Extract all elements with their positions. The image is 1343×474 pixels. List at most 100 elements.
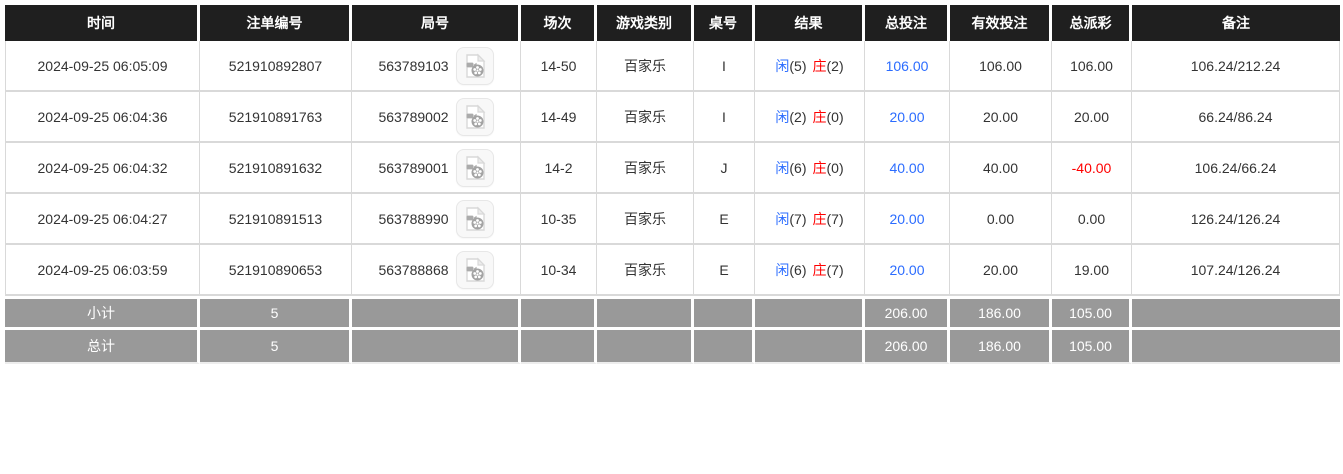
result-banker-count: (7) (826, 210, 844, 227)
total-bet-link[interactable]: 40.00 (889, 159, 925, 176)
cell-game-type: 百家乐 (597, 245, 694, 296)
cell-bet-id: 521910890653 (200, 245, 352, 296)
summary-row: 总计 5 206.00 186.00 105.00 (5, 330, 1340, 364)
round-number: 563789103 (378, 57, 449, 74)
summary-total-bet: 206.00 (865, 296, 950, 330)
cell-valid-bet: 20.00 (950, 92, 1052, 143)
cell-game-type: 百家乐 (597, 92, 694, 143)
summary-empty-table (694, 330, 755, 364)
cell-round-no: 563788868 (352, 245, 521, 296)
total-bet-link[interactable]: 20.00 (889, 108, 925, 125)
cell-payout: -40.00 (1052, 143, 1132, 194)
result-player-count: (5) (789, 57, 807, 74)
col-header-bet-id: 注单编号 (200, 5, 352, 41)
video-replay-button[interactable] (455, 46, 494, 85)
cell-bet-id: 521910891763 (200, 92, 352, 143)
col-header-table-no: 桌号 (694, 5, 755, 41)
table-row: 2024-09-25 06:04:32 521910891632 5637890… (5, 143, 1340, 194)
result-banker-label: 庄 (812, 108, 827, 125)
video-replay-button[interactable] (455, 148, 494, 187)
cell-table-no: E (694, 194, 755, 245)
cell-total-bet: 40.00 (865, 143, 950, 194)
col-header-game-type: 游戏类别 (597, 5, 694, 41)
result-player-count: (7) (789, 210, 807, 227)
col-header-result: 结果 (755, 5, 865, 41)
summary-valid-bet: 186.00 (950, 330, 1052, 364)
cell-result: 闲(7) 庄(7) (755, 194, 865, 245)
cell-time: 2024-09-25 06:05:09 (5, 41, 200, 92)
cell-session: 14-49 (521, 92, 597, 143)
round-number: 563789001 (378, 159, 449, 176)
cell-payout: 20.00 (1052, 92, 1132, 143)
result-banker-label: 庄 (812, 261, 827, 278)
summary-empty-table (694, 296, 755, 330)
table-header: 时间 注单编号 局号 场次 游戏类别 桌号 结果 总投注 有效投注 总派彩 备注 (5, 5, 1340, 41)
summary-count: 5 (200, 296, 352, 330)
cell-table-no: I (694, 41, 755, 92)
result-banker-label: 庄 (812, 210, 827, 227)
summary-label: 总计 (5, 330, 200, 364)
cell-result: 闲(6) 庄(0) (755, 143, 865, 194)
cell-result: 闲(2) 庄(0) (755, 92, 865, 143)
video-replay-button[interactable] (455, 199, 494, 238)
total-bet-link[interactable]: 20.00 (889, 261, 925, 278)
summary-empty-session (521, 296, 597, 330)
summary-label: 小计 (5, 296, 200, 330)
col-header-time: 时间 (5, 5, 200, 41)
table-body: 2024-09-25 06:05:09 521910892807 5637891… (5, 41, 1340, 364)
cell-result: 闲(6) 庄(7) (755, 245, 865, 296)
total-bet-link[interactable]: 106.00 (885, 57, 929, 74)
cell-bet-id: 521910891632 (200, 143, 352, 194)
summary-total-bet: 206.00 (865, 330, 950, 364)
result-player-label: 闲 (775, 210, 790, 227)
cell-total-bet: 106.00 (865, 41, 950, 92)
cell-time: 2024-09-25 06:03:59 (5, 245, 200, 296)
summary-empty-remark (1132, 296, 1340, 330)
result-banker-count: (7) (826, 261, 844, 278)
col-header-valid-bet: 有效投注 (950, 5, 1052, 41)
cell-total-bet: 20.00 (865, 245, 950, 296)
cell-remark: 126.24/126.24 (1132, 194, 1340, 245)
result-banker-count: (2) (826, 57, 844, 74)
result-player-count: (2) (789, 108, 807, 125)
cell-total-bet: 20.00 (865, 92, 950, 143)
video-file-icon (465, 155, 485, 180)
result-player-label: 闲 (775, 159, 790, 176)
header-row: 时间 注单编号 局号 场次 游戏类别 桌号 结果 总投注 有效投注 总派彩 备注 (5, 5, 1340, 41)
cell-remark: 106.24/212.24 (1132, 41, 1340, 92)
result-banker-count: (0) (826, 108, 844, 125)
summary-empty-game (597, 296, 694, 330)
total-bet-link[interactable]: 20.00 (889, 210, 925, 227)
summary-row: 小计 5 206.00 186.00 105.00 (5, 296, 1340, 330)
col-header-round-no: 局号 (352, 5, 521, 41)
cell-session: 10-35 (521, 194, 597, 245)
table-row: 2024-09-25 06:03:59 521910890653 5637888… (5, 245, 1340, 296)
cell-payout: 19.00 (1052, 245, 1132, 296)
col-header-total-bet: 总投注 (865, 5, 950, 41)
cell-table-no: E (694, 245, 755, 296)
summary-empty-round (352, 330, 521, 364)
result-player-count: (6) (789, 261, 807, 278)
cell-valid-bet: 20.00 (950, 245, 1052, 296)
result-banker-count: (0) (826, 159, 844, 176)
cell-game-type: 百家乐 (597, 194, 694, 245)
summary-empty-round (352, 296, 521, 330)
result-player-label: 闲 (775, 108, 790, 125)
cell-valid-bet: 0.00 (950, 194, 1052, 245)
cell-game-type: 百家乐 (597, 41, 694, 92)
col-header-remark: 备注 (1132, 5, 1340, 41)
result-banker-label: 庄 (812, 57, 827, 74)
video-replay-button[interactable] (455, 250, 494, 289)
bet-records-table: 时间 注单编号 局号 场次 游戏类别 桌号 结果 总投注 有效投注 总派彩 备注… (5, 5, 1340, 364)
cell-valid-bet: 40.00 (950, 143, 1052, 194)
cell-round-no: 563789103 (352, 41, 521, 92)
result-player-label: 闲 (775, 57, 790, 74)
cell-remark: 106.24/66.24 (1132, 143, 1340, 194)
col-header-session: 场次 (521, 5, 597, 41)
summary-empty-result (755, 296, 865, 330)
video-replay-button[interactable] (455, 97, 494, 136)
cell-time: 2024-09-25 06:04:27 (5, 194, 200, 245)
col-header-payout: 总派彩 (1052, 5, 1132, 41)
cell-payout: 0.00 (1052, 194, 1132, 245)
summary-count: 5 (200, 330, 352, 364)
